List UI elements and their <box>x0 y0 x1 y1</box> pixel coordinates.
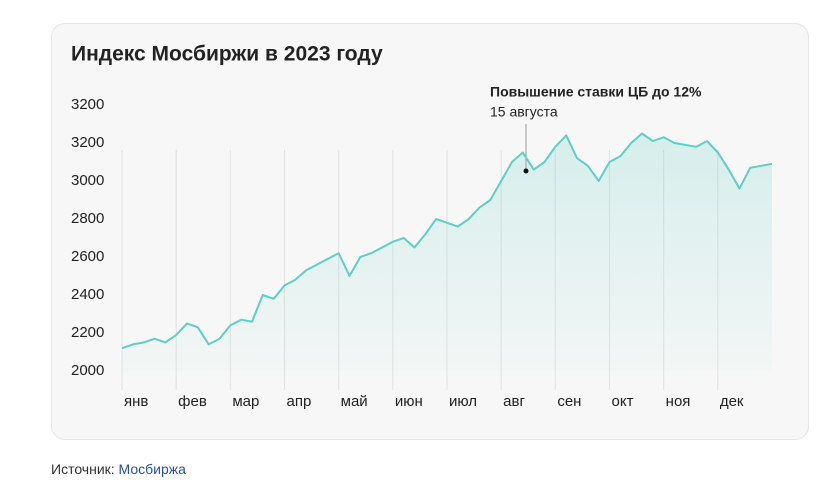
x-tick-label: дек <box>720 393 744 410</box>
y-tick-label: 3200 <box>71 134 104 151</box>
annotation-dot <box>523 168 529 174</box>
area <box>122 133 772 371</box>
x-tick-label: июл <box>449 393 477 410</box>
line <box>121 132 773 350</box>
y-tick-label: 2800 <box>71 210 104 227</box>
y-tick-label: 2600 <box>71 248 104 265</box>
source-label: Источник: <box>51 461 115 477</box>
annotation-title: Повышение ставки ЦБ до 12% <box>490 84 702 100</box>
x-tick-label: янв <box>124 393 148 410</box>
x-tick-label: апр <box>287 393 312 410</box>
y-tick-label: 2000 <box>71 362 104 379</box>
chart-title: Индекс Мосбиржи в 2023 году <box>71 43 383 66</box>
annotation-subtitle: 15 августа <box>490 104 558 120</box>
x-tick-label: сен <box>557 393 581 410</box>
source-link[interactable]: Мосбиржа <box>118 461 186 477</box>
x-tick-label: ноя <box>666 393 691 410</box>
y-tick-label: 3000 <box>71 172 104 189</box>
x-tick-label: окт <box>612 393 634 410</box>
x-tick-label: мар <box>232 393 259 410</box>
y-tick-label: 3200 <box>71 96 104 113</box>
y-tick-label: 2400 <box>71 286 104 303</box>
x-tick-label: июн <box>395 393 423 410</box>
chart: Индекс Мосбиржи в 2023 году Повышение ст… <box>71 43 773 410</box>
x-tick-label: авг <box>503 393 525 410</box>
x-tick-label: май <box>341 393 368 410</box>
source: Источник: Мосбиржа <box>51 461 186 477</box>
y-tick-label: 2200 <box>71 324 104 341</box>
x-tick-label: фев <box>178 393 207 410</box>
